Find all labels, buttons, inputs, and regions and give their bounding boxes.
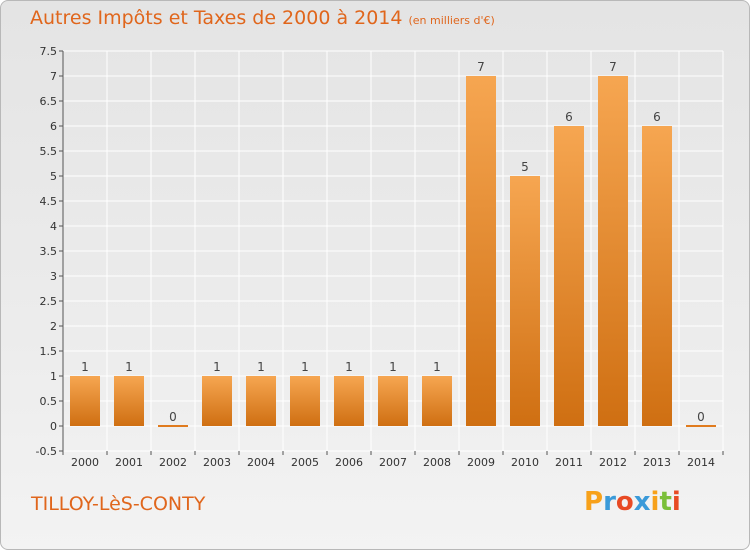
brand-letter: i <box>650 487 660 517</box>
data-label-2014: 0 <box>697 410 705 424</box>
y-tick-label: 3 <box>50 270 57 283</box>
data-label-2013: 6 <box>653 110 661 124</box>
x-tick-label: 2006 <box>335 456 363 469</box>
bar-2010 <box>510 176 540 426</box>
bar-2000 <box>70 376 100 426</box>
x-tick-label: 2001 <box>115 456 143 469</box>
y-tick-label: -0.5 <box>36 445 57 458</box>
bar-2011 <box>554 126 584 426</box>
data-label-2006: 1 <box>345 360 353 374</box>
bar-2013 <box>642 126 672 426</box>
x-tick-label: 2013 <box>643 456 671 469</box>
bar-2002 <box>158 425 188 427</box>
x-tick-label: 2005 <box>291 456 319 469</box>
data-labels: 1 1 0 1 1 1 1 1 1 7 5 6 7 6 0 <box>81 60 705 424</box>
data-label-2004: 1 <box>257 360 265 374</box>
data-label-2001: 1 <box>125 360 133 374</box>
proxiti-logo: Proxiti <box>584 487 681 517</box>
data-label-2000: 1 <box>81 360 89 374</box>
bar-2006 <box>334 376 364 426</box>
brand-letter: i <box>671 487 681 517</box>
y-tick-label: 5.5 <box>40 145 58 158</box>
bar-2009 <box>466 76 496 426</box>
brand-letter: x <box>633 487 651 517</box>
bar-2004 <box>246 376 276 426</box>
y-tick-label: 1 <box>50 370 57 383</box>
y-tick-label: 4.5 <box>40 195 58 208</box>
x-tick-labels: 2000 2001 2002 2003 2004 2005 2006 2007 2008 2009… <box>71 456 715 469</box>
title-unit: (en milliers d'€) <box>408 14 495 27</box>
x-tick-label: 2000 <box>71 456 99 469</box>
data-label-2008: 1 <box>433 360 441 374</box>
y-tick-label: 6.5 <box>40 95 58 108</box>
bar-2001 <box>114 376 144 426</box>
x-tick-label: 2011 <box>555 456 583 469</box>
bar-2005 <box>290 376 320 426</box>
brand-letter: t <box>659 487 672 517</box>
brand-letter: P <box>584 487 604 517</box>
y-tick-labels: -0.5 0 0.5 1 1.5 2 2.5 3 3.5 4 4.5 5 5.5 6 6.5 7 7.5 <box>36 45 57 458</box>
bar-2014 <box>686 425 716 427</box>
y-tick-label: 1.5 <box>40 345 58 358</box>
x-tick-label: 2004 <box>247 456 275 469</box>
y-tick-label: 6 <box>50 120 57 133</box>
y-tick-label: 4 <box>50 220 57 233</box>
data-label-2007: 1 <box>389 360 397 374</box>
x-tick-label: 2009 <box>467 456 495 469</box>
x-tick-label: 2003 <box>203 456 231 469</box>
y-tick-label: 5 <box>50 170 57 183</box>
data-label-2011: 6 <box>565 110 573 124</box>
commune-name: TILLOY-LèS-CONTY <box>31 493 206 515</box>
bars <box>70 76 716 427</box>
y-tick-label: 0.5 <box>40 395 58 408</box>
y-tick-label: 7 <box>50 70 57 83</box>
y-tick-label: 7.5 <box>40 45 58 58</box>
x-tick-label: 2012 <box>599 456 627 469</box>
y-tick-label: 0 <box>50 420 57 433</box>
data-label-2009: 7 <box>477 60 485 74</box>
x-tick-label: 2008 <box>423 456 451 469</box>
y-tick-label: 2 <box>50 320 57 333</box>
data-label-2010: 5 <box>521 160 529 174</box>
x-tick-label: 2014 <box>687 456 715 469</box>
bar-2008 <box>422 376 452 426</box>
brand-letter: r <box>603 487 616 517</box>
x-tick-label: 2007 <box>379 456 407 469</box>
x-tick-label: 2002 <box>159 456 187 469</box>
data-label-2005: 1 <box>301 360 309 374</box>
bar-2003 <box>202 376 232 426</box>
bar-2007 <box>378 376 408 426</box>
y-tick-label: 2.5 <box>40 295 58 308</box>
bar-2012 <box>598 76 628 426</box>
x-tick-label: 2010 <box>511 456 539 469</box>
chart-title: Autres Impôts et Taxes de 2000 à 2014 (en… <box>30 7 495 29</box>
axes <box>59 50 724 455</box>
data-label-2012: 7 <box>609 60 617 74</box>
title-text: Autres Impôts et Taxes de 2000 à 2014 <box>30 7 403 29</box>
data-label-2003: 1 <box>213 360 221 374</box>
y-tick-label: 3.5 <box>40 245 58 258</box>
data-label-2002: 0 <box>169 410 177 424</box>
brand-letter: o <box>615 487 634 517</box>
